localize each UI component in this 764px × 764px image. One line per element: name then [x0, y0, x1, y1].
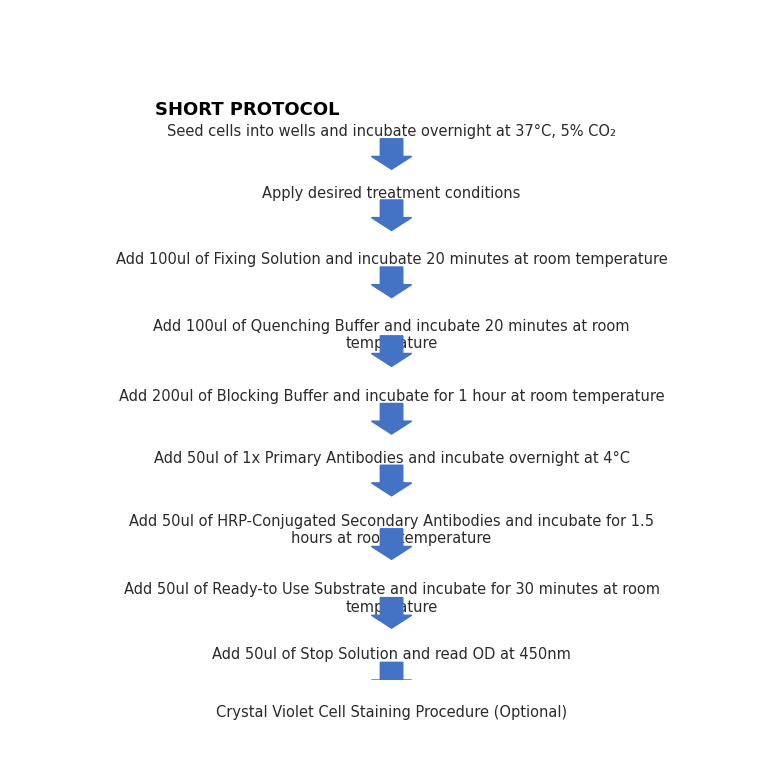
Polygon shape: [371, 267, 412, 297]
Polygon shape: [371, 662, 412, 693]
Text: Add 200ul of Blocking Buffer and incubate for 1 hour at room temperature: Add 200ul of Blocking Buffer and incubat…: [118, 390, 665, 404]
Text: Add 50ul of HRP-Conjugated Secondary Antibodies and incubate for 1.5
hours at ro: Add 50ul of HRP-Conjugated Secondary Ant…: [129, 514, 654, 546]
Polygon shape: [371, 529, 412, 559]
Polygon shape: [371, 139, 412, 170]
Text: Seed cells into wells and incubate overnight at 37°C, 5% CO₂: Seed cells into wells and incubate overn…: [167, 124, 616, 139]
Polygon shape: [371, 200, 412, 231]
Polygon shape: [371, 403, 412, 434]
Text: Add 50ul of Ready-to Use Substrate and incubate for 30 minutes at room
temperatu: Add 50ul of Ready-to Use Substrate and i…: [124, 582, 659, 615]
Text: Add 100ul of Quenching Buffer and incubate 20 minutes at room
temperature: Add 100ul of Quenching Buffer and incuba…: [154, 319, 630, 351]
Text: Add 50ul of 1x Primary Antibodies and incubate overnight at 4°C: Add 50ul of 1x Primary Antibodies and in…: [154, 451, 630, 465]
Text: Apply desired treatment conditions: Apply desired treatment conditions: [262, 186, 521, 201]
Text: Crystal Violet Cell Staining Procedure (Optional): Crystal Violet Cell Staining Procedure (…: [216, 704, 567, 720]
Text: SHORT PROTOCOL: SHORT PROTOCOL: [154, 101, 339, 118]
Text: Add 100ul of Fixing Solution and incubate 20 minutes at room temperature: Add 100ul of Fixing Solution and incubat…: [115, 251, 668, 267]
Polygon shape: [371, 597, 412, 628]
Polygon shape: [371, 465, 412, 496]
Text: Add 50ul of Stop Solution and read OD at 450nm: Add 50ul of Stop Solution and read OD at…: [212, 647, 571, 662]
Polygon shape: [371, 336, 412, 367]
